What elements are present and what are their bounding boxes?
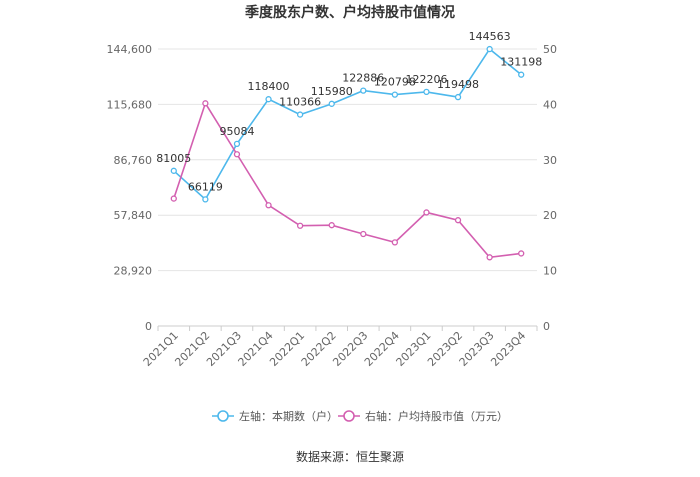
series-1-point (423, 88, 430, 96)
data-label: 144563 (469, 30, 511, 43)
data-label: 122886 (342, 72, 384, 85)
chart-title: 季度股东户数、户均持股市值情况 (244, 4, 455, 21)
series-1-point (202, 196, 209, 203)
left-axis-tick-label: 144,600 (107, 43, 153, 56)
x-axis-tick-label: 2023Q4 (488, 329, 528, 369)
data-label: 95084 (219, 125, 254, 138)
legend-label-1: 左轴：本期数（户） (239, 409, 338, 423)
legend-marker-1 (217, 410, 229, 422)
left-axis-tick-label: 0 (145, 320, 152, 333)
data-label: 118400 (248, 80, 290, 93)
series-1-point (486, 45, 493, 53)
data-labels: 8100566119950841184001103661159801228861… (156, 30, 542, 193)
right-axis-tick-label: 20 (543, 209, 557, 222)
series-2-point (486, 254, 493, 261)
data-label: 110366 (279, 96, 321, 109)
data-label: 131198 (500, 56, 542, 69)
series-2-point (233, 151, 241, 158)
series-line-1 (173, 47, 522, 201)
series-2-point (202, 100, 209, 107)
series-1-point (391, 91, 399, 98)
series-1-point (233, 140, 241, 148)
data-label: 120798 (374, 76, 416, 89)
left-axis-tick-label: 28,920 (114, 265, 153, 278)
data-label: 122206 (405, 73, 447, 86)
series-2-point (328, 222, 335, 229)
series-1-point (265, 96, 272, 103)
legend: 左轴：本期数（户） 右轴：户均持股市值（万元） (212, 409, 508, 423)
series-lines (170, 45, 525, 261)
series-2-point (391, 239, 399, 246)
right-axis-tick-label: 0 (543, 320, 550, 333)
series-2-point (423, 209, 430, 216)
legend-label-2: 右轴：户均持股市值（万元） (365, 409, 508, 423)
left-axis-tick-label: 57,840 (114, 209, 153, 222)
source-note: 数据来源：恒生聚源 (296, 449, 404, 464)
right-axis-tick-label: 10 (543, 265, 557, 278)
data-label: 119498 (437, 78, 479, 91)
data-label: 66119 (188, 180, 223, 193)
series-2-point (518, 250, 525, 257)
right-axis-tick-label: 50 (543, 43, 557, 56)
data-label: 115980 (311, 85, 353, 98)
series-2-point (265, 202, 272, 209)
series-1-point (170, 167, 177, 174)
series-line-2 (173, 101, 522, 259)
legend-marker-2 (343, 410, 355, 422)
series-2-point (454, 217, 462, 224)
left-axis-tick-label: 115,680 (107, 98, 153, 111)
series-1-point (518, 71, 525, 78)
series-2-point (360, 230, 367, 238)
series-1-point (454, 93, 462, 101)
left-axis-tick-label: 86,760 (114, 154, 153, 167)
series-1-point (296, 111, 304, 118)
series-2-point (170, 195, 177, 202)
series-2-point (296, 222, 304, 229)
series-1-point (360, 87, 367, 94)
data-label: 81005 (156, 152, 191, 165)
series-1-point (328, 100, 335, 107)
right-axis-tick-label: 30 (543, 154, 557, 167)
right-axis-tick-label: 40 (543, 98, 557, 111)
